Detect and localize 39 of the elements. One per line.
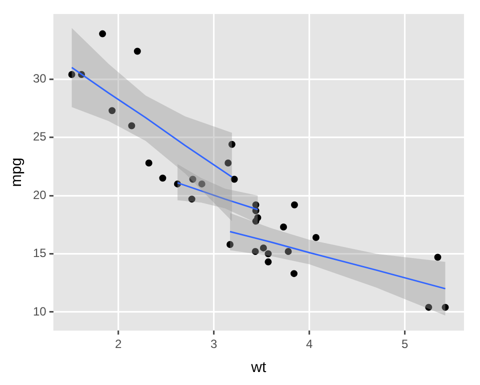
point: [442, 304, 449, 311]
point: [264, 258, 272, 266]
point: [252, 248, 259, 255]
x-tick-label: 4: [306, 337, 313, 352]
point: [68, 71, 76, 78]
point: [128, 122, 136, 130]
point: [434, 254, 442, 261]
point: [108, 107, 116, 114]
point: [290, 201, 298, 208]
y-axis-title: mpg: [8, 158, 26, 187]
x-axis-title: wt: [250, 359, 268, 376]
y-tick-label: 15: [32, 246, 47, 260]
point: [252, 201, 260, 208]
point: [198, 180, 206, 188]
point: [264, 250, 272, 258]
x-tick-label: 3: [210, 337, 218, 352]
point: [284, 248, 292, 255]
point: [226, 240, 234, 248]
x-tick-label: 5: [401, 337, 408, 352]
point: [145, 159, 152, 166]
point: [260, 244, 267, 252]
point: [159, 174, 166, 182]
point: [224, 159, 232, 166]
point: [228, 140, 236, 148]
point: [252, 218, 260, 225]
point: [189, 176, 196, 183]
y-tick-label: 30: [32, 71, 47, 86]
y-tick-label: 20: [32, 188, 47, 202]
point: [134, 48, 141, 55]
point: [280, 224, 288, 231]
point: [290, 270, 298, 278]
y-tick-label: 25: [32, 130, 47, 144]
x-tick-label: 2: [114, 337, 122, 352]
point: [99, 30, 106, 38]
point: [188, 196, 196, 203]
y-tick-label: 10: [32, 304, 47, 318]
point: [312, 234, 320, 241]
point: [230, 176, 238, 183]
point: [425, 304, 432, 311]
